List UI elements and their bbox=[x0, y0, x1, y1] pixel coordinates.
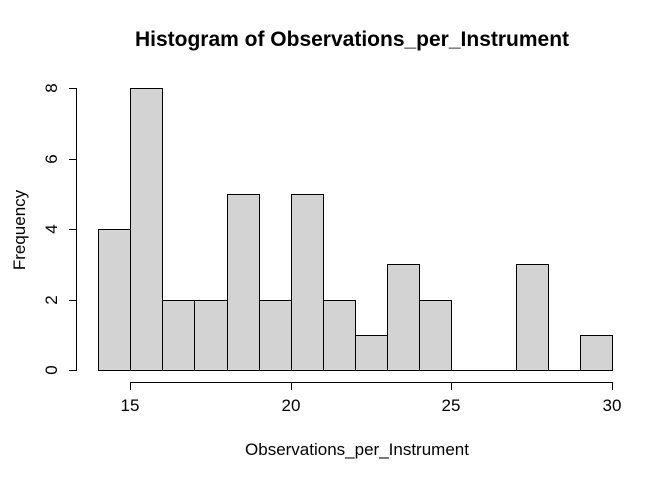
histogram-bar bbox=[516, 264, 549, 371]
histogram-bar bbox=[291, 194, 324, 371]
histogram-bar bbox=[419, 300, 452, 371]
y-axis-tick bbox=[69, 300, 77, 301]
y-axis-tick bbox=[69, 88, 77, 89]
x-axis-label: Observations_per_Instrument bbox=[245, 440, 469, 459]
y-tick-label: 2 bbox=[42, 295, 61, 305]
x-axis-line bbox=[130, 382, 613, 383]
y-axis-label: Frequency bbox=[10, 189, 29, 271]
histogram-bar bbox=[387, 264, 420, 371]
histogram-bar bbox=[580, 335, 613, 371]
histogram-bar bbox=[323, 300, 356, 371]
x-axis-tick bbox=[612, 382, 613, 390]
y-axis-tick bbox=[69, 229, 77, 230]
histogram-bar bbox=[162, 300, 195, 371]
histogram-bar bbox=[130, 88, 163, 371]
histogram-bar bbox=[259, 300, 292, 371]
x-axis-tick bbox=[291, 382, 292, 390]
y-axis-tick bbox=[69, 370, 77, 371]
y-axis-tick bbox=[69, 159, 77, 160]
x-tick-label: 15 bbox=[120, 396, 140, 415]
x-tick-label: 30 bbox=[602, 396, 622, 415]
y-tick-label: 8 bbox=[42, 83, 61, 93]
histogram-bar bbox=[227, 194, 260, 371]
histogram-bar bbox=[98, 229, 131, 371]
y-tick-label: 6 bbox=[42, 154, 61, 164]
x-tick-label: 20 bbox=[281, 396, 301, 415]
x-tick-label: 25 bbox=[441, 396, 461, 415]
histogram-bar bbox=[194, 300, 228, 371]
y-tick-label: 4 bbox=[42, 224, 61, 234]
histogram-bar bbox=[355, 335, 388, 371]
chart-title: Histogram of Observations_per_Instrument bbox=[134, 28, 570, 51]
x-axis-tick bbox=[130, 382, 131, 390]
y-tick-label: 0 bbox=[42, 365, 61, 375]
x-axis-tick bbox=[451, 382, 452, 390]
